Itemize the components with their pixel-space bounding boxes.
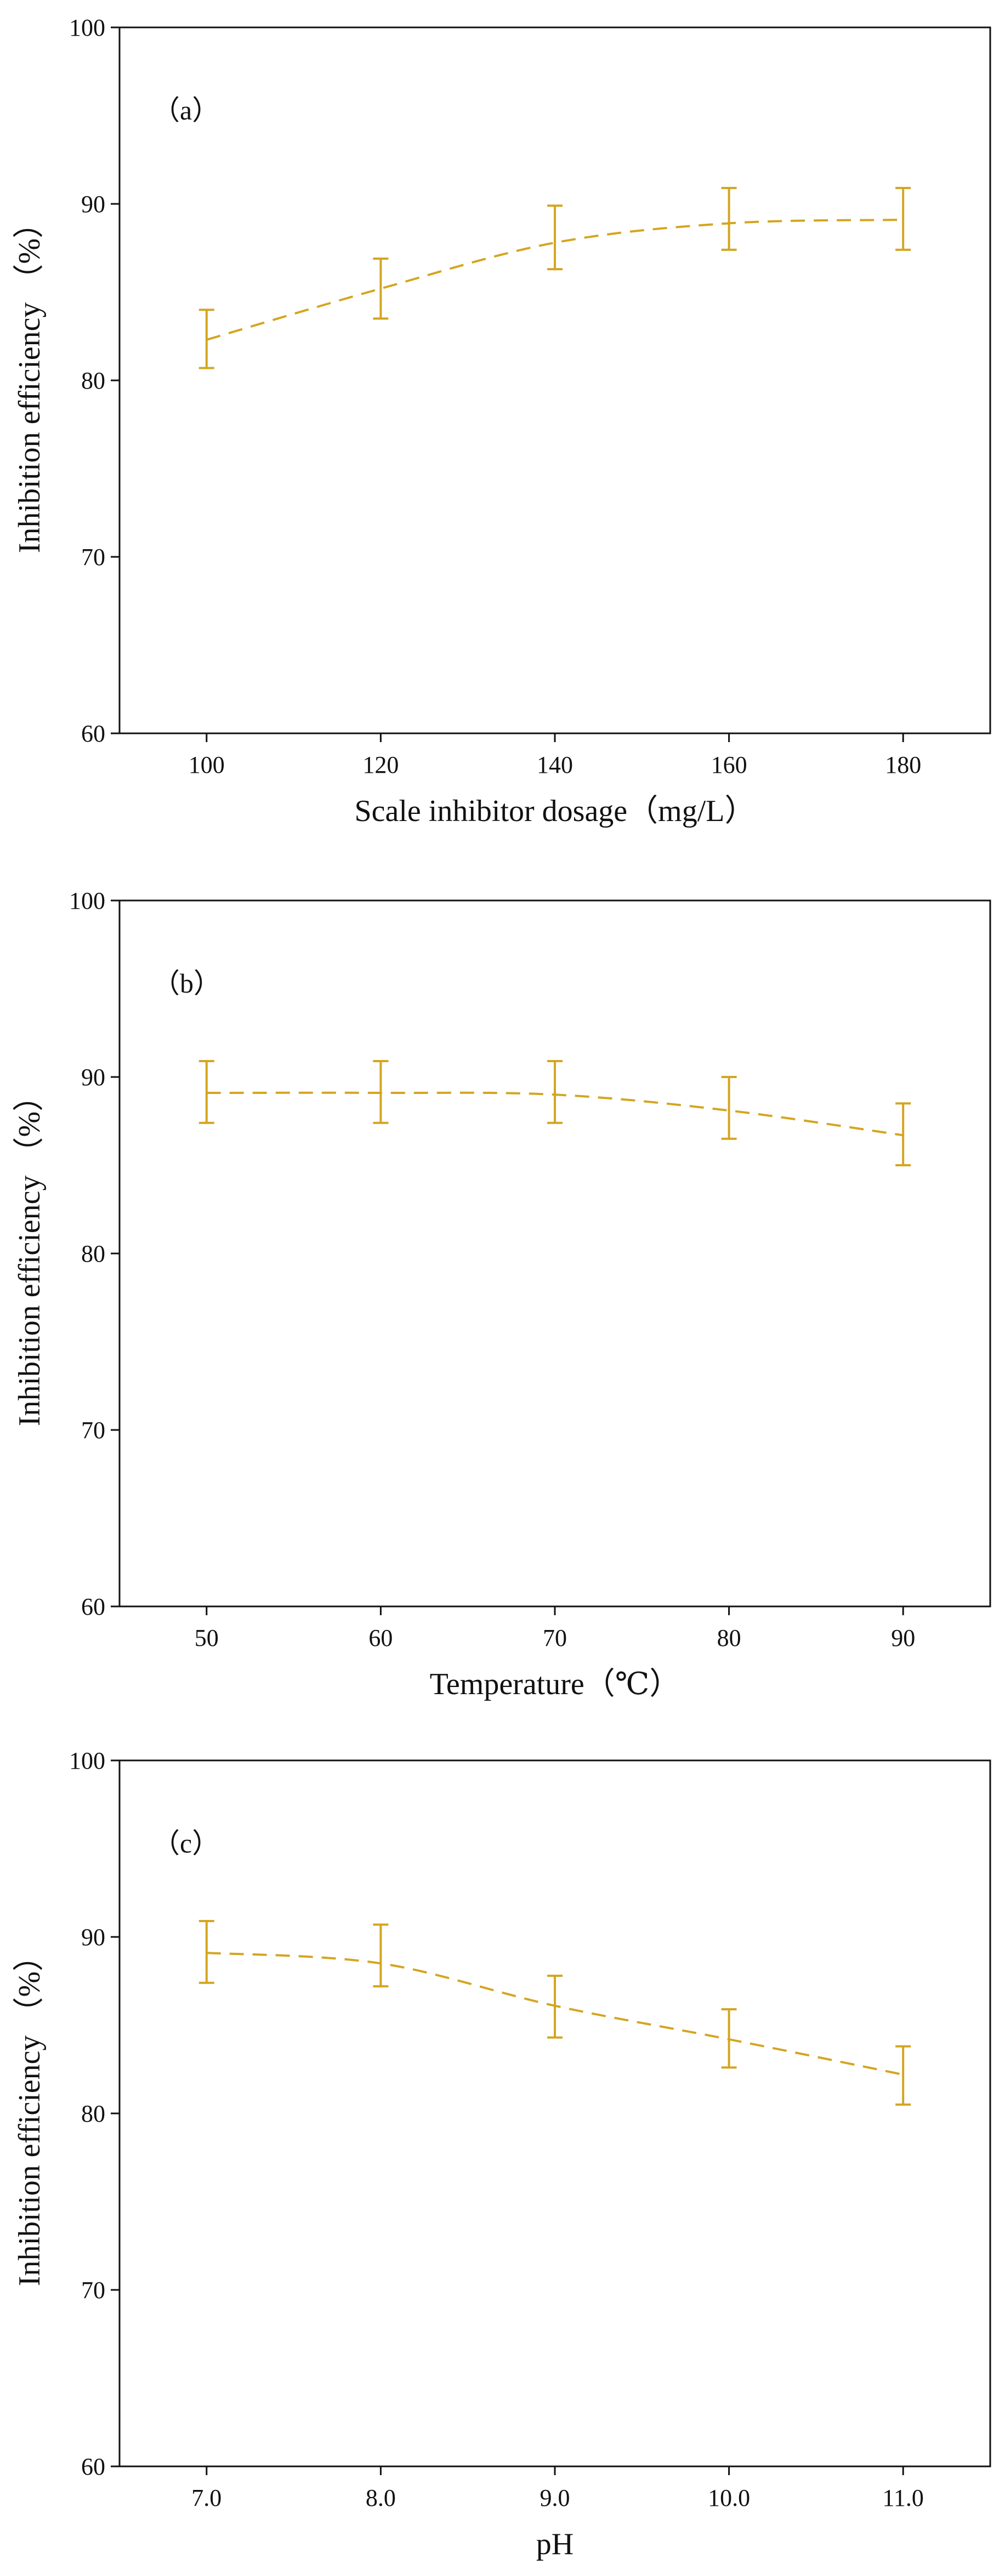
chart-panel-b: 60 70 80 90 100 50 60 70 80 90 Temperature（℃） Inhib…	[13, 887, 991, 1701]
error-bar	[721, 1076, 737, 1140]
y-tick-label: 90	[81, 1064, 105, 1091]
x-tick-label: 120	[362, 751, 399, 778]
x-tick-label: 180	[885, 751, 921, 778]
x-tick-label: 9.0	[540, 2484, 570, 2511]
y-tick-label: 70	[81, 544, 105, 571]
x-tick-label: 60	[368, 1625, 393, 1651]
x-tick-label: 7.0	[191, 2484, 222, 2511]
error-bar	[547, 1974, 563, 2039]
y-tick-label: 70	[81, 2277, 105, 2304]
error-bar	[721, 2008, 737, 2069]
x-tick-label: 90	[891, 1625, 915, 1651]
error-bar	[198, 309, 214, 369]
x-tick-label: 100	[189, 751, 225, 778]
error-bar	[895, 2045, 911, 2106]
x-axis-title: pH	[536, 2527, 574, 2561]
y-tick-label: 90	[81, 191, 105, 218]
y-tick-label: 60	[81, 2453, 105, 2480]
plot-frame	[118, 26, 991, 734]
x-tick-label: 8.0	[366, 2484, 396, 2511]
y-axis-title: Inhibition efficiency （%）	[13, 1081, 47, 1426]
y-tick-label: 60	[81, 1593, 105, 1620]
panel-label: （c）	[152, 1828, 219, 1859]
x-tick-label: 140	[537, 751, 573, 778]
y-axis-title: Inhibition efficiency （%）	[13, 208, 47, 553]
y-tick-label: 60	[81, 720, 105, 747]
panel-label: （a）	[152, 95, 219, 126]
error-bar	[198, 1920, 214, 1984]
panel-label: （b）	[152, 968, 221, 999]
error-bar	[721, 187, 737, 251]
x-axis-title: Temperature（℃）	[430, 1667, 680, 1701]
chart-panel-a: 60 70 80 90 100 100 120 140 160 180 Scale inhibito…	[13, 14, 991, 828]
y-axis-title: Inhibition efficiency （%）	[13, 1941, 47, 2286]
x-tick-label: 50	[195, 1625, 219, 1651]
x-tick-label: 160	[711, 751, 747, 778]
x-tick-label: 10.0	[708, 2484, 750, 2511]
x-tick-label: 80	[717, 1625, 741, 1651]
plot-frame	[118, 899, 991, 1608]
error-bar	[547, 1060, 563, 1124]
y-tick-label: 100	[69, 1747, 105, 1774]
error-bar	[373, 257, 389, 320]
error-bar	[373, 1923, 389, 1988]
plot-frame	[118, 1759, 991, 2467]
x-tick-label: 11.0	[883, 2484, 924, 2511]
y-tick-label: 100	[69, 14, 105, 41]
error-bar	[198, 1060, 214, 1124]
error-bar	[547, 204, 563, 271]
error-bar	[895, 1102, 911, 1166]
y-tick-label: 90	[81, 1924, 105, 1951]
error-bar	[373, 1060, 389, 1124]
error-bar	[895, 187, 911, 251]
x-tick-label: 70	[543, 1625, 567, 1651]
y-tick-label: 70	[81, 1417, 105, 1444]
chart-panel-c: 60 70 80 90 100 7.0 8.0 9.0 10.0 11.0 pH Inhibition…	[13, 1747, 991, 2561]
y-tick-label: 80	[81, 2100, 105, 2127]
y-tick-label: 80	[81, 367, 105, 394]
y-tick-label: 100	[69, 887, 105, 914]
x-axis-title: Scale inhibitor dosage（mg/L）	[355, 794, 756, 828]
y-tick-label: 80	[81, 1240, 105, 1267]
